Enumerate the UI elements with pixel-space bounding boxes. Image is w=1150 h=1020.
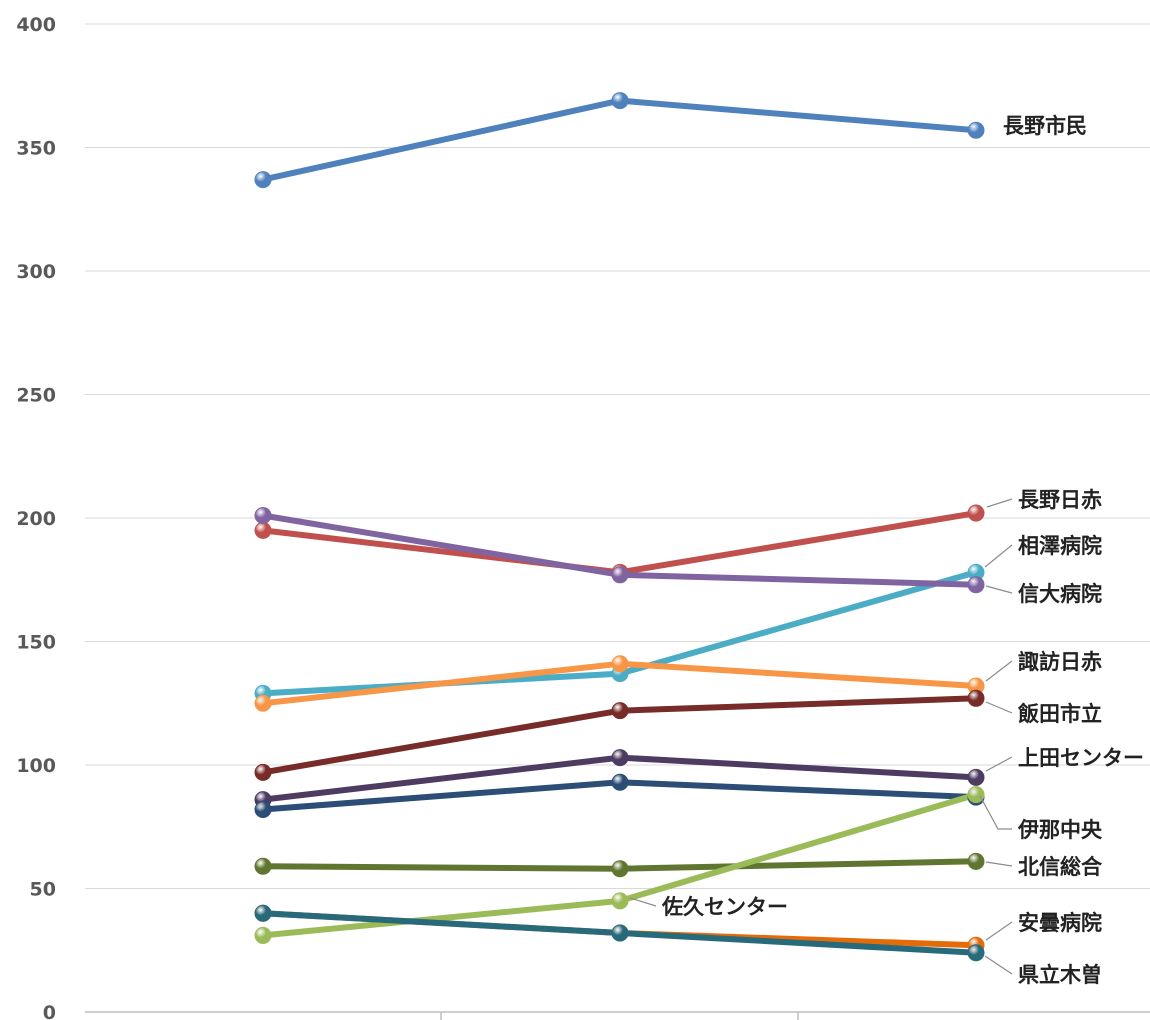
series-label: 上田センター: [1018, 746, 1144, 770]
series-label: 長野市民: [1003, 114, 1087, 138]
data-point: [967, 121, 985, 139]
data-point: [967, 576, 985, 594]
series-label: 長野日赤: [1018, 488, 1102, 512]
series-markers: [254, 92, 985, 962]
data-point: [611, 773, 629, 791]
data-point: [254, 800, 272, 818]
y-tick-label: 150: [16, 632, 56, 654]
data-point: [967, 852, 985, 870]
data-point: [967, 786, 985, 804]
data-point: [967, 689, 985, 707]
data-point: [254, 507, 272, 525]
data-point: [967, 768, 985, 786]
data-point: [967, 944, 985, 962]
data-point: [611, 892, 629, 910]
data-point: [611, 749, 629, 767]
data-point: [611, 655, 629, 673]
data-point: [254, 926, 272, 944]
data-point: [254, 904, 272, 922]
label-leader-line: [979, 795, 1012, 830]
data-point: [611, 702, 629, 720]
data-point: [611, 924, 629, 942]
series-label: 信大病院: [1018, 582, 1102, 606]
y-tick-label: 50: [30, 879, 56, 901]
label-leader-line: [984, 955, 1013, 975]
y-tick-label: 200: [16, 508, 56, 530]
data-point: [967, 504, 985, 522]
y-tick-label: 0: [43, 1002, 56, 1020]
series-line: [260, 510, 979, 576]
series-label: 県立木曽: [1018, 963, 1102, 987]
series-label: 北信総合: [1018, 855, 1103, 879]
series-lines: [260, 97, 979, 956]
label-leader-line: [985, 585, 1013, 594]
series-label: 飯田市立: [1017, 702, 1102, 726]
label-leader-line: [985, 701, 1013, 714]
data-point: [254, 857, 272, 875]
label-leader-line: [985, 660, 1013, 682]
x-axis: [85, 1011, 1150, 1020]
y-tick-label: 100: [16, 755, 56, 777]
y-tick-label: 250: [16, 385, 56, 407]
label-leader-line: [986, 498, 1013, 508]
y-tick-label: 300: [16, 261, 56, 283]
label-leader-line: [985, 861, 1013, 867]
label-leader-line: [985, 756, 1013, 772]
data-point: [254, 763, 272, 781]
label-leader-line: [984, 544, 1013, 568]
y-tick-label: 350: [16, 138, 56, 160]
label-leader-line: [629, 897, 657, 907]
series-label: 佐久センター: [661, 895, 788, 919]
data-point: [611, 92, 629, 110]
series-line: [260, 97, 979, 183]
data-point: [254, 694, 272, 712]
series-label: 諏訪日赤: [1018, 650, 1102, 674]
label-leader-line: [985, 921, 1013, 941]
y-tick-label: 400: [16, 14, 56, 36]
data-point: [611, 566, 629, 584]
y-axis-ticks: 0 50 100 150 200 250 300 350 400: [16, 14, 56, 1020]
series-label: 伊那中央: [1017, 818, 1103, 842]
data-point: [254, 171, 272, 189]
series-label: 相澤病院: [1018, 534, 1102, 558]
series-label: 安曇病院: [1018, 911, 1102, 935]
series-labels: 長野市民長野日赤相澤病院信大病院諏訪日赤飯田市立上田センター伊那中央北信総合佐久…: [629, 114, 1144, 987]
data-point: [611, 860, 629, 878]
data-point: [254, 521, 272, 539]
